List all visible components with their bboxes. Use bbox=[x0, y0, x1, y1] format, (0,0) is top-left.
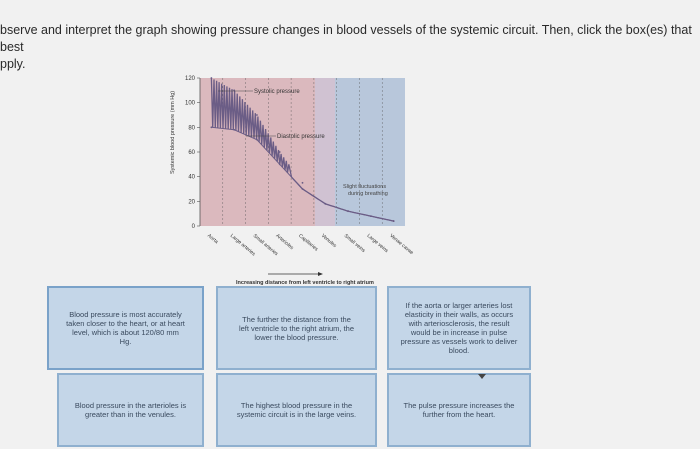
question-instructions: bserve and interpret the graph showing p… bbox=[0, 23, 692, 71]
diastolic-point bbox=[256, 138, 258, 141]
fluctuation-label-line1: Slight fluctuations bbox=[343, 184, 386, 190]
diastolic-point bbox=[369, 215, 372, 218]
vessel-label: Small veins bbox=[343, 233, 367, 254]
vessel-label: Venules bbox=[320, 233, 338, 249]
vessel-label: Aorta bbox=[206, 233, 219, 245]
y-tick-label: 60 bbox=[188, 150, 195, 156]
vessel-label: Large veins bbox=[366, 233, 390, 255]
y-tick-label: 20 bbox=[188, 199, 195, 205]
y-tick-label: 40 bbox=[188, 175, 195, 181]
diastolic-point bbox=[233, 128, 236, 131]
vessel-label: Arterioles bbox=[274, 233, 294, 251]
y-tick-label: 0 bbox=[192, 224, 196, 230]
answer-box-1[interactable]: Blood pressure is most accurately taken … bbox=[47, 286, 204, 370]
y-tick-label: 80 bbox=[188, 125, 195, 131]
diastolic-label: Diastolic pressure bbox=[277, 134, 325, 140]
answer-text-5: The highest blood pressure in the system… bbox=[236, 401, 357, 419]
answer-text-4: Blood pressure in the arterioles is grea… bbox=[74, 401, 187, 419]
answer-box-3[interactable]: If the aorta or larger arteries lost ela… bbox=[387, 286, 531, 370]
xlabel-arrowhead bbox=[318, 272, 323, 276]
fluctuation-label-line2: during breathing bbox=[348, 191, 388, 197]
x-axis-label: Increasing distance from left ventricle … bbox=[236, 280, 374, 286]
y-tick-label: 120 bbox=[185, 76, 196, 82]
systolic-point bbox=[256, 114, 258, 116]
diastolic-point bbox=[278, 163, 281, 166]
capillary-band bbox=[315, 78, 335, 226]
systolic-point bbox=[210, 77, 213, 79]
y-ticks: 120 100 80 60 40 20 0 bbox=[185, 76, 200, 230]
y-tick-label: 100 bbox=[185, 101, 196, 107]
mouse-cursor-icon bbox=[478, 374, 486, 379]
answer-text-1: Blood pressure is most accurately taken … bbox=[66, 310, 185, 346]
blood-pressure-chart: 120 100 80 60 40 20 0 Systolic pressure Diasto… bbox=[170, 76, 414, 286]
diastolic-point bbox=[392, 220, 395, 222]
venous-band bbox=[335, 78, 405, 226]
answer-box-5[interactable]: The highest blood pressure in the system… bbox=[216, 373, 377, 447]
diastolic-point bbox=[210, 126, 213, 129]
answer-text-6: The pulse pressure increases the further… bbox=[403, 401, 515, 419]
systolic-label: Systolic pressure bbox=[254, 89, 300, 95]
diastolic-point bbox=[324, 202, 327, 205]
diastolic-point bbox=[301, 188, 304, 190]
answer-text-3: If the aorta or larger arteries lost ela… bbox=[400, 301, 518, 355]
answer-box-2[interactable]: The further the distance from the left v… bbox=[216, 286, 377, 370]
answer-box-4[interactable]: Blood pressure in the arterioles is grea… bbox=[57, 373, 204, 447]
systolic-point bbox=[278, 151, 281, 153]
vessel-label: Capillaries bbox=[297, 233, 319, 253]
blood-pressure-figure: 120 100 80 60 40 20 0 Systolic pressure Diasto… bbox=[158, 70, 418, 295]
answer-text-2: The further the distance from the left v… bbox=[238, 314, 355, 342]
y-axis-label: Systemic blood pressure (mm Hg) bbox=[170, 91, 176, 174]
systolic-point bbox=[301, 181, 304, 184]
vessel-label: Venae cavae bbox=[388, 233, 414, 256]
answer-box-6[interactable]: The pulse pressure increases the further… bbox=[387, 373, 531, 447]
diastolic-point bbox=[347, 210, 349, 213]
